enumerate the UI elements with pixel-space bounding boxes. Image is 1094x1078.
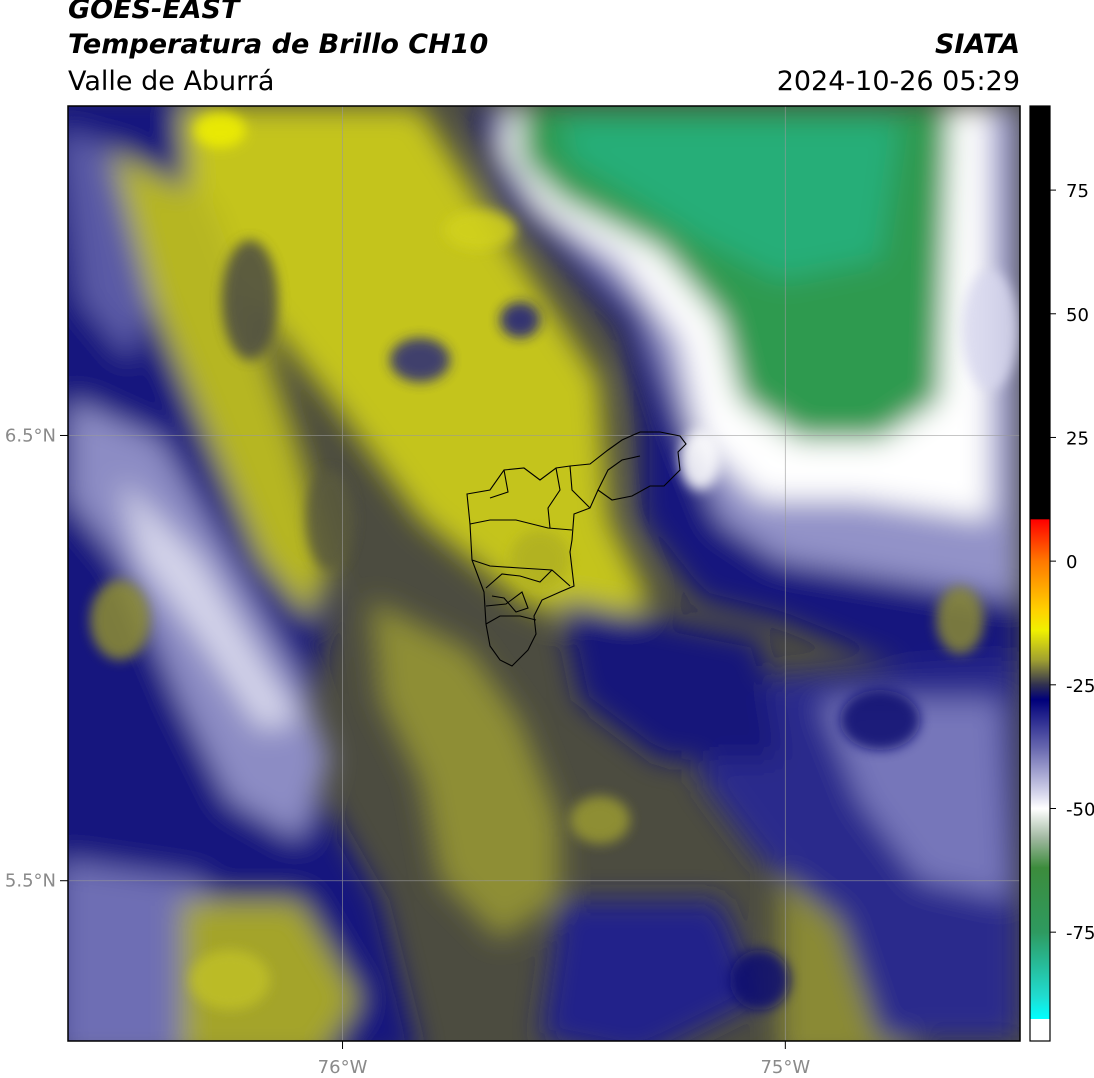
region-label: Valle de Aburrá <box>68 66 275 97</box>
lat-label: 5.5°N <box>5 871 56 892</box>
municipio-border <box>569 465 591 509</box>
lon-label: 75°W <box>760 1057 810 1078</box>
product-title: Temperatura de Brillo CH10 <box>68 29 489 60</box>
municipio-border <box>485 615 537 625</box>
colorbar-tick-label: 0 <box>1066 552 1077 573</box>
municipio-border <box>547 467 561 529</box>
municipio-border <box>485 591 529 613</box>
colorbar-tick-label: 50 <box>1066 305 1089 326</box>
municipio-border <box>485 569 553 589</box>
brightness-temperature-field <box>68 106 1020 1041</box>
colorbar-ticks: 75 50 25 0 -25 -50 -75 <box>1050 181 1094 944</box>
valle-aburra-outline <box>466 431 687 667</box>
map-gridlines <box>68 106 1020 1041</box>
satellite-title: GOES-EAST <box>68 0 240 25</box>
colorbar-bar <box>1030 106 1050 1041</box>
municipio-border <box>471 559 571 587</box>
colorbar-tick-label: -75 <box>1066 923 1094 944</box>
municipal-boundaries <box>466 431 687 667</box>
colorbar: 75 50 25 0 -25 -50 -75 <box>1029 105 1094 1042</box>
colorbar-tick-label: 75 <box>1066 181 1089 202</box>
colorbar-tick-label: -25 <box>1066 676 1094 697</box>
datetime-label: 2024-10-26 05:29 <box>776 66 1020 97</box>
colorbar-tick-label: 25 <box>1066 428 1089 449</box>
lat-label: 6.5°N <box>5 425 56 446</box>
municipio-border <box>489 469 509 499</box>
institution-label: SIATA <box>934 29 1020 60</box>
municipio-border <box>597 455 641 491</box>
colorbar-frame <box>1029 105 1051 1042</box>
map-frame <box>67 105 1021 1042</box>
latitude-labels: 6.5°N 5.5°N <box>5 425 68 892</box>
municipio-border <box>469 519 573 531</box>
longitude-labels: 76°W 75°W <box>318 1041 810 1078</box>
colorbar-tick-label: -50 <box>1066 799 1094 820</box>
lon-label: 76°W <box>318 1057 368 1078</box>
